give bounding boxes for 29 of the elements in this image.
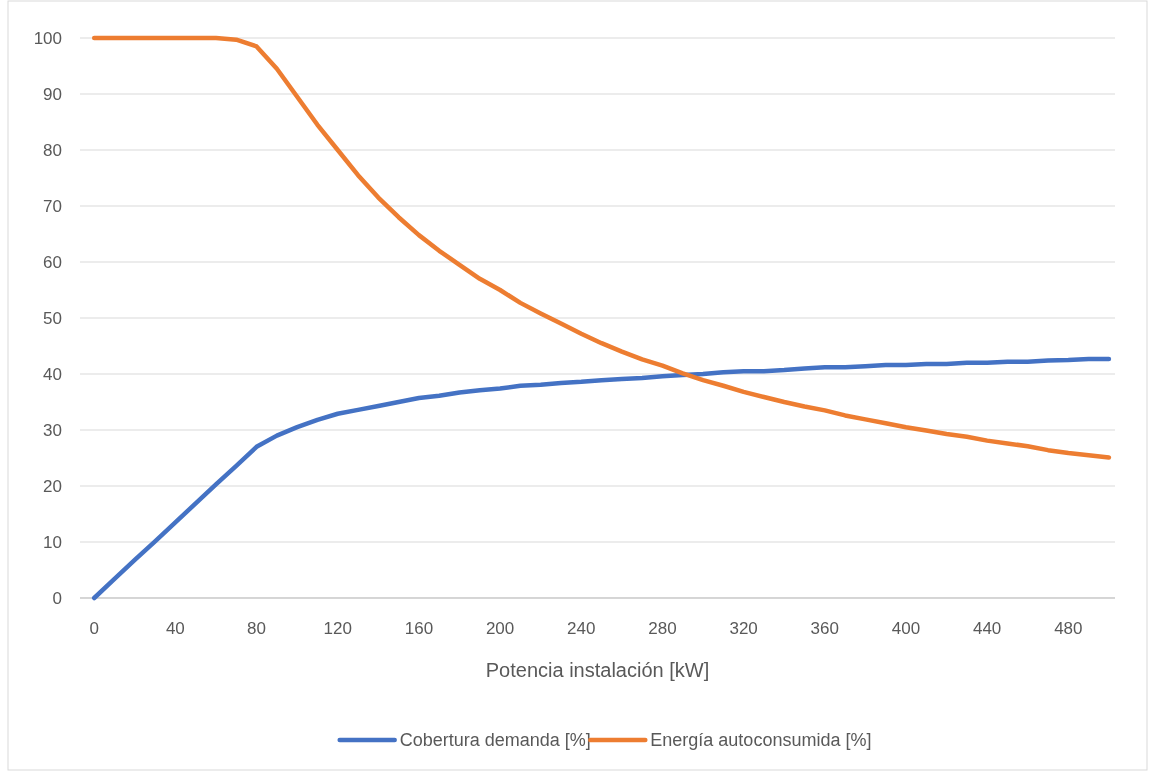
y-tick-label: 90: [43, 84, 62, 104]
line-series: [91, 356, 1112, 601]
x-tick-label: 200: [485, 619, 515, 638]
x-tick-label: 360: [810, 619, 839, 638]
legend-label: Energía autoconsumida [%]: [650, 730, 872, 751]
y-tick-label: 100: [33, 28, 62, 48]
x-tick-label: 240: [567, 619, 596, 638]
y-tick-label: 0: [52, 588, 62, 608]
x-tick-label: 400: [891, 619, 921, 638]
y-tick-label: 50: [43, 308, 62, 328]
y-tick-label: 30: [43, 420, 62, 440]
x-tick-label: 160: [404, 619, 434, 638]
y-tick-label: 40: [43, 364, 62, 384]
y-tick-label: 80: [43, 140, 62, 160]
x-tick-label: 80: [247, 619, 267, 638]
x-tick-label: 120: [323, 619, 352, 638]
y-tick-label: 70: [43, 196, 62, 216]
x-tick-label: 280: [648, 619, 677, 638]
x-tick-label: 320: [729, 619, 758, 638]
x-tick-label: 440: [972, 619, 1002, 638]
x-tick-label: 480: [1054, 619, 1083, 638]
y-tick-label: 10: [43, 532, 62, 552]
line-series: [91, 35, 1112, 460]
y-tick-label: 60: [43, 252, 62, 272]
legend-label: Cobertura demanda [%]: [399, 730, 591, 751]
x-axis-title: Potencia instalación [kW]: [485, 659, 710, 681]
y-tick-label: 20: [43, 476, 62, 496]
x-tick-label: 0: [89, 619, 99, 638]
x-tick-label: 40: [165, 619, 185, 638]
